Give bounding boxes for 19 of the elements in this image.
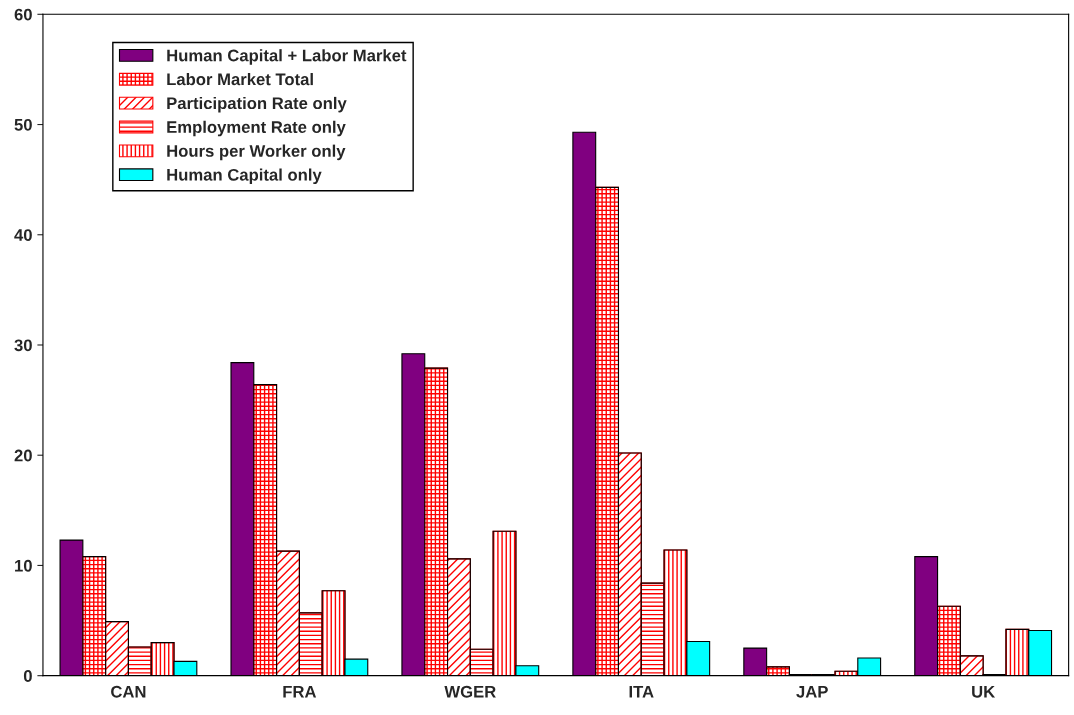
legend-label: Participation Rate only <box>167 96 347 113</box>
legend-label: Hours per Worker only <box>167 144 346 161</box>
x-tick-label: JAP <box>796 686 828 698</box>
y-tick-label: 40 <box>14 229 32 241</box>
y-tick-label: 60 <box>14 8 32 21</box>
legend-label: Human Capital + Labor Market <box>167 49 407 65</box>
y-tick-label: 30 <box>14 339 32 352</box>
x-tick-label: CAN <box>111 685 146 698</box>
legend-label: Labor Market Total <box>167 73 313 86</box>
y-tick-label: 50 <box>14 118 32 131</box>
y-tick-label: 10 <box>15 559 32 572</box>
x-tick-label: ITA <box>629 686 654 698</box>
x-tick-label: UK <box>972 686 996 698</box>
legend-label: Human Capital only <box>167 168 322 185</box>
x-tick-label: FRA <box>283 686 317 698</box>
legend-label: Employment Rate only <box>167 120 346 137</box>
y-tick-label: 0 <box>23 670 32 682</box>
x-tick-label: WGER <box>444 685 496 698</box>
y-tick-label: 20 <box>14 449 32 462</box>
